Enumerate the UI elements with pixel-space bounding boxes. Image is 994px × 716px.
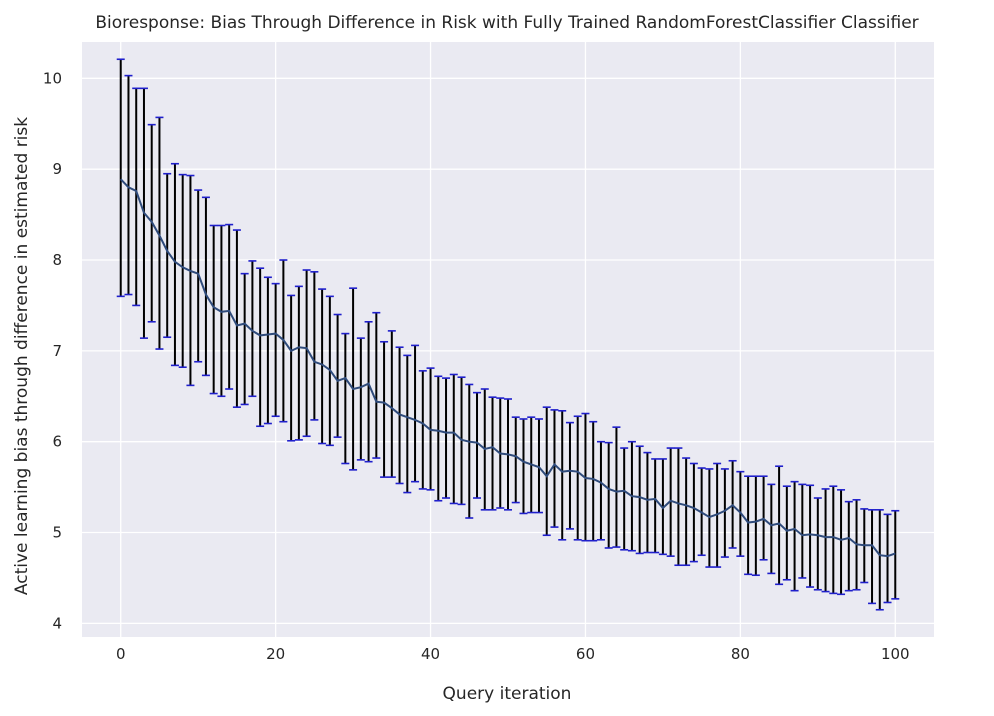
error-bar (201, 196, 210, 377)
error-bar (821, 488, 830, 593)
error-bar (620, 447, 629, 551)
error-bar (263, 276, 272, 425)
y-tick-label: 10 (43, 69, 62, 87)
error-bar (875, 509, 884, 611)
x-axis-label: Query iteration (443, 684, 572, 704)
error-bar (534, 418, 543, 514)
error-bar (155, 116, 164, 350)
error-bar (891, 509, 900, 600)
error-bar (403, 354, 412, 494)
error-bar (519, 418, 528, 515)
error-bar (558, 410, 567, 541)
error-bar (116, 58, 125, 298)
error-bar (178, 173, 187, 369)
error-bar (751, 475, 760, 577)
x-tick-label: 80 (731, 645, 750, 663)
error-bar (418, 370, 427, 490)
y-tick-label: 8 (52, 251, 62, 269)
error-bar (542, 406, 551, 537)
error-bar (868, 509, 877, 605)
error-bar (550, 409, 559, 528)
error-bar (674, 447, 683, 567)
error-bar (589, 420, 598, 542)
error-bar (434, 375, 443, 502)
error-bar (782, 485, 791, 581)
x-tick-label: 20 (266, 645, 285, 663)
y-tick-label: 4 (52, 614, 62, 632)
error-bar (689, 462, 698, 563)
y-tick-labels: 4 5 6 7 8 9 10 (43, 69, 62, 632)
error-bar (744, 475, 753, 576)
series-line (120, 178, 896, 558)
error-bar (411, 344, 420, 483)
y-tick-label: 6 (52, 433, 62, 451)
error-bar (651, 458, 660, 554)
y-axis-label: Active learning bias through difference … (12, 117, 32, 595)
error-bar (844, 500, 853, 592)
chart-title: Bioresponse: Bias Through Difference in … (95, 13, 918, 33)
error-bar (596, 440, 605, 541)
error-bar (511, 416, 520, 504)
error-bar (356, 337, 365, 461)
error-bar (170, 162, 179, 367)
x-tick-labels: 0 20 40 60 80 100 (116, 645, 910, 663)
error-bar (294, 285, 303, 441)
error-bar (209, 224, 218, 395)
error-bar (573, 415, 582, 541)
y-tick-label: 7 (52, 342, 62, 360)
error-bar (813, 497, 822, 591)
error-bar (449, 373, 458, 505)
error-bar (465, 383, 474, 519)
x-tick-label: 100 (881, 645, 910, 663)
error-bar (318, 288, 327, 445)
error-bar (612, 426, 621, 548)
error-bar (240, 272, 249, 406)
error-bar (829, 485, 838, 595)
error-bar (124, 74, 133, 296)
error-bar (248, 260, 257, 398)
x-tick-label: 0 (116, 645, 126, 663)
x-tick-label: 40 (421, 645, 440, 663)
error-bar (132, 87, 141, 307)
error-bar (798, 483, 807, 579)
error-bar (720, 468, 729, 558)
x-tick-label: 60 (576, 645, 595, 663)
error-bar (302, 269, 311, 438)
error-bar (271, 282, 280, 418)
error-bar (604, 441, 613, 549)
error-bar (565, 421, 574, 530)
error-bar (333, 313, 342, 438)
error-bar (775, 465, 784, 586)
error-bars (116, 58, 900, 611)
y-tick-label: 5 (52, 524, 62, 542)
error-bar (806, 484, 815, 588)
y-tick-label: 9 (52, 160, 62, 178)
error-bar (380, 340, 389, 478)
error-bar (837, 489, 846, 596)
error-bar (635, 445, 644, 555)
error-bar (488, 396, 497, 511)
error-bar (310, 271, 319, 421)
error-bar (790, 480, 799, 592)
error-bar (287, 294, 296, 442)
error-bar (186, 174, 195, 387)
error-bar (232, 229, 241, 408)
error-bar (225, 223, 234, 390)
error-bar (682, 457, 691, 567)
plot-area (82, 42, 934, 637)
error-bar (883, 513, 892, 604)
error-bar (473, 391, 482, 499)
error-bar (372, 311, 381, 459)
error-bar (349, 287, 358, 471)
error-bar (767, 483, 776, 575)
error-bar (341, 332, 350, 465)
error-bar (163, 172, 172, 339)
error-bar (442, 377, 451, 499)
error-bar (364, 320, 373, 463)
error-bar (643, 451, 652, 554)
error-bar (256, 267, 265, 428)
error-bar (387, 330, 396, 478)
